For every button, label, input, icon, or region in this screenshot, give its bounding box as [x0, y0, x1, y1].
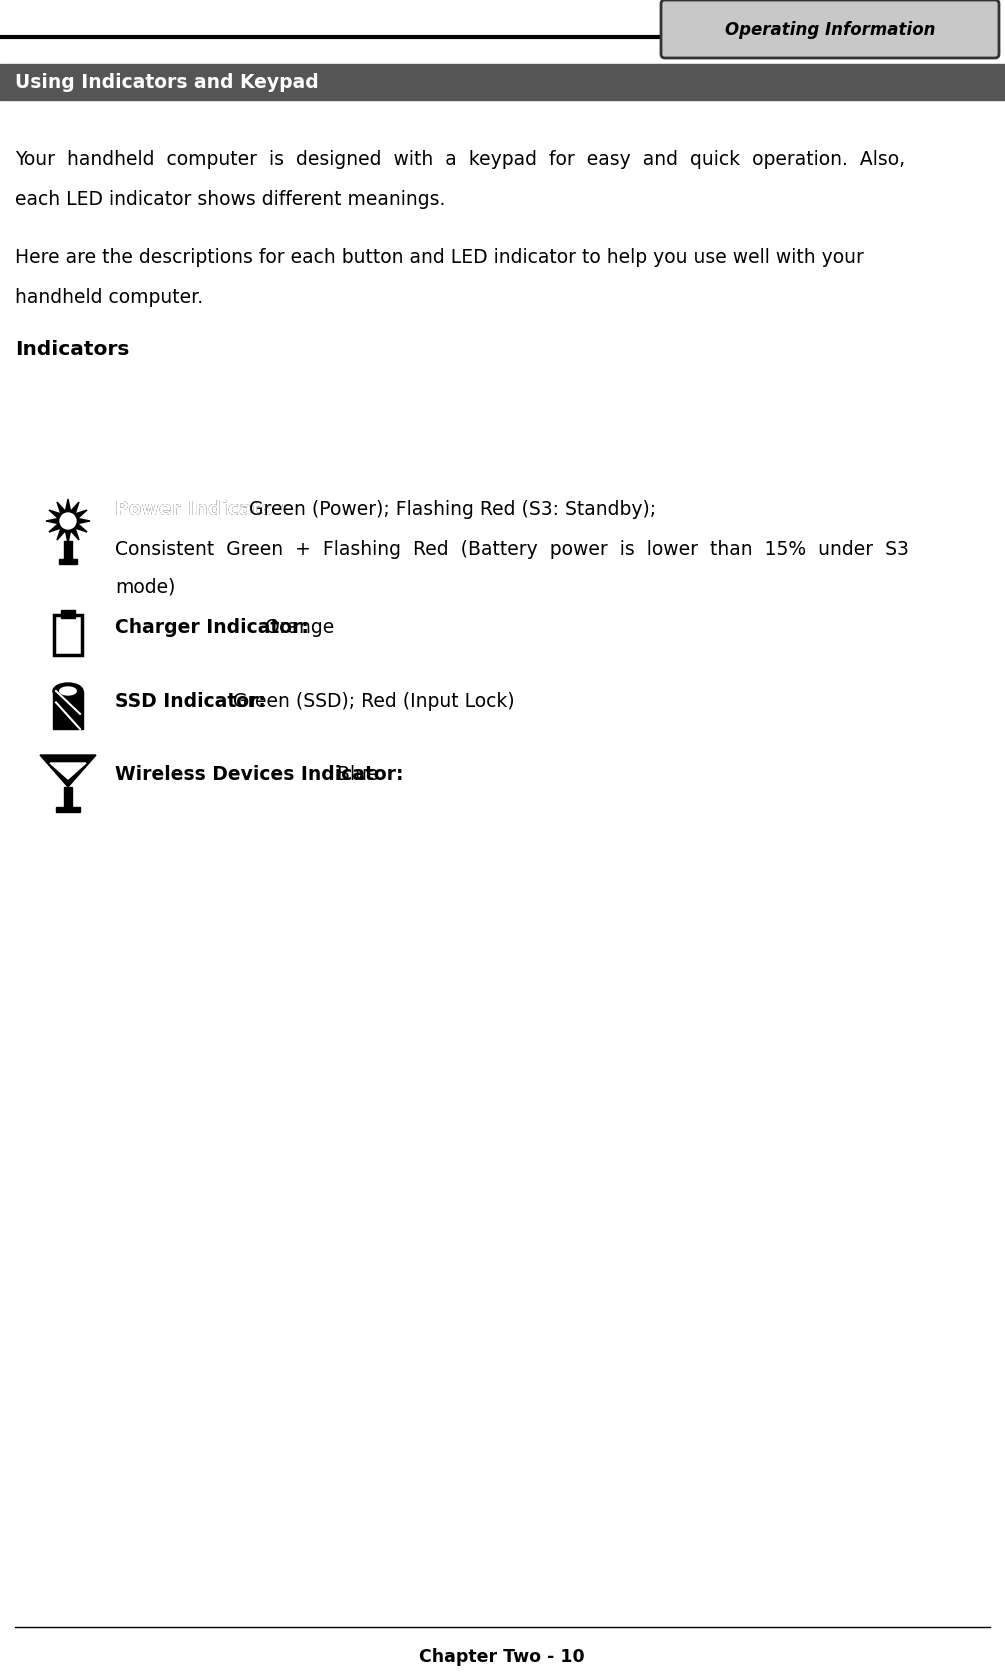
Bar	[53, 692, 83, 729]
FancyBboxPatch shape	[54, 615, 82, 655]
Text: Blue: Blue	[331, 764, 379, 783]
Text: Here are the descriptions for each button and LED indicator to help you use well: Here are the descriptions for each butto…	[15, 249, 864, 267]
Text: Operating Information: Operating Information	[725, 20, 936, 39]
Text: Wireless Devices Indicator:: Wireless Devices Indicator:	[115, 764, 403, 783]
Ellipse shape	[59, 687, 76, 696]
Text: Indicators: Indicators	[15, 339, 130, 360]
Bar	[64, 788, 72, 810]
Bar	[0, 66, 1005, 101]
Text: Your  handheld  computer  is  designed  with  a  keypad  for  easy  and  quick  : Your handheld computer is designed with …	[15, 150, 906, 170]
Bar	[61, 610, 75, 618]
Polygon shape	[50, 763, 86, 780]
Text: Power Indicator:: Power Indicator:	[115, 499, 290, 519]
Text: Green (SSD); Red (Input Lock): Green (SSD); Red (Input Lock)	[227, 692, 515, 711]
Text: Green (Power); Flashing Red (S3: Standby);: Green (Power); Flashing Red (S3: Standby…	[243, 499, 656, 519]
Bar	[64, 541, 72, 559]
Text: mode): mode)	[115, 578, 176, 596]
Text: Charger Indicator:: Charger Indicator:	[115, 618, 309, 637]
Circle shape	[60, 514, 76, 529]
FancyBboxPatch shape	[661, 2, 999, 59]
Bar	[56, 808, 80, 813]
Text: handheld computer.: handheld computer.	[15, 287, 203, 307]
Text: Power Indicator:: Power Indicator:	[115, 499, 290, 519]
Text: SSD Indicator:: SSD Indicator:	[115, 692, 266, 711]
Text: Consistent  Green  +  Flashing  Red  (Battery  power  is  lower  than  15%  unde: Consistent Green + Flashing Red (Battery…	[115, 539, 909, 559]
Text: Using Indicators and Keypad: Using Indicators and Keypad	[15, 74, 319, 92]
Text: each LED indicator shows different meanings.: each LED indicator shows different meani…	[15, 190, 445, 208]
Bar	[59, 559, 77, 564]
Polygon shape	[40, 756, 96, 788]
Polygon shape	[46, 499, 90, 544]
Text: Chapter Two - 10: Chapter Two - 10	[419, 1646, 585, 1665]
Text: Orange: Orange	[259, 618, 335, 637]
Ellipse shape	[53, 684, 83, 699]
